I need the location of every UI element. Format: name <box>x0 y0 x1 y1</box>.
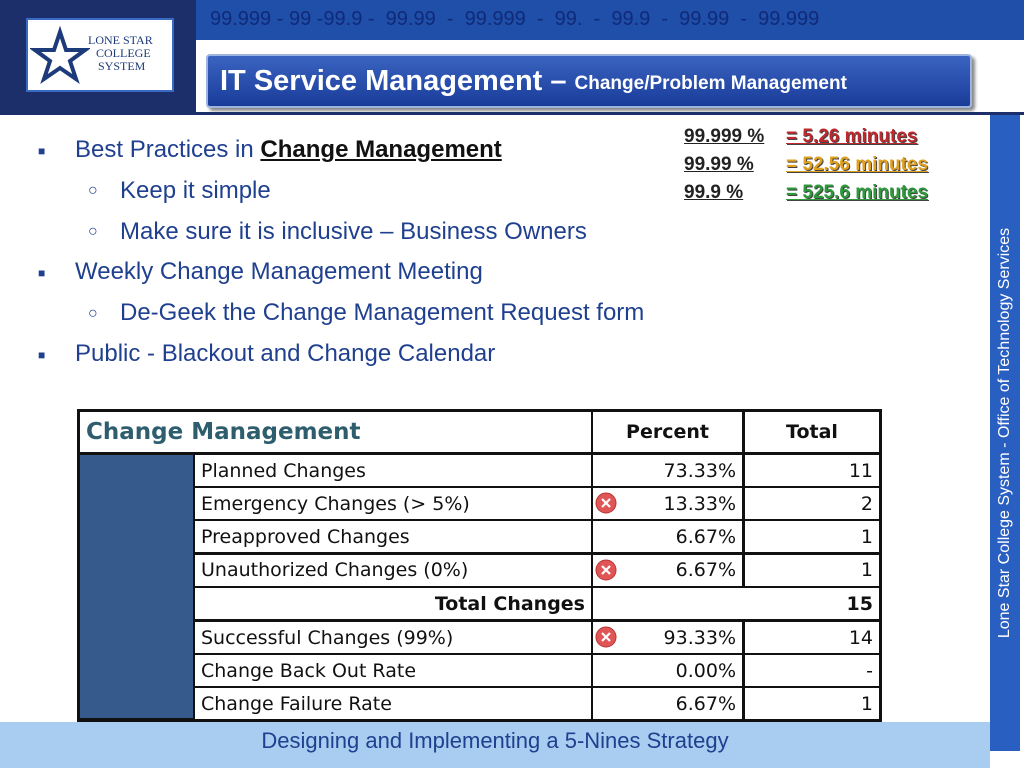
row-percent: 93.33% <box>593 622 742 653</box>
row-total: 1 <box>745 521 879 553</box>
nines-percent: 99.9 % <box>684 182 744 203</box>
nines-minutes: = 52.56 minutes <box>786 154 929 175</box>
bullet-marker: ○ <box>88 182 98 200</box>
logo: Lone Star College System <box>26 18 174 92</box>
nines-minutes: = 5.26 minutes <box>786 126 918 147</box>
ticker: 99.999 - 99 -99.9 - 99.99 - 99.999 - 99.… <box>210 8 820 30</box>
alert-icon <box>595 626 617 648</box>
logo-star <box>30 26 90 85</box>
row-label: Change Back Out Rate <box>195 655 591 687</box>
bullet: ■ Best Practices in Change Management <box>38 136 502 164</box>
logo-line: Lone Star <box>88 33 153 47</box>
row-label: Change Failure Rate <box>195 688 591 720</box>
alert-icon <box>595 559 617 581</box>
row-percent: 0.00% <box>593 655 742 687</box>
nines-percent: 99.999 % <box>684 126 765 147</box>
summary-total: 15 <box>593 588 879 619</box>
row-label: Preapproved Changes <box>195 521 591 553</box>
footer-text: Designing and Implementing a 5-Nines Str… <box>261 728 729 753</box>
bullet-marker: ○ <box>88 223 98 241</box>
row-percent: 6.67% <box>593 521 742 553</box>
sidebar-text: Lone Star College System - Office of Tec… <box>996 227 1013 639</box>
title-box: IT Service Management – Change/Problem M… <box>206 54 972 108</box>
nines-percent: 99.99 % <box>684 154 754 175</box>
row-label: Planned Changes <box>195 455 591 486</box>
bullet-text: De-Geek the Change Management Request fo… <box>120 299 645 327</box>
bullet-text: Make sure it is inclusive – Business Own… <box>120 217 587 245</box>
row-label: Unauthorized Changes (0%) <box>195 554 591 586</box>
row-total: 1 <box>745 688 879 720</box>
row-percent: 6.67% <box>593 688 742 720</box>
bullet-text: Public - Blackout and Change Calendar <box>75 340 496 367</box>
row-total: 2 <box>745 488 879 520</box>
bullet: ○ Make sure it is inclusive – Business Ow… <box>88 218 587 246</box>
header-rule <box>0 112 1024 115</box>
table-header: Percent <box>593 412 742 452</box>
sidebar: Lone Star College System - Office of Tec… <box>990 115 1020 751</box>
bullet-marker: ■ <box>38 266 46 281</box>
logo-line: College <box>96 46 151 60</box>
top-strip <box>196 0 1024 40</box>
subtitle: Change/Problem Management <box>574 73 847 94</box>
bullet: ○ De-Geek the Change Management Request f… <box>88 299 644 327</box>
summary-label: Total Changes <box>195 588 591 619</box>
nines-minutes: = 525.6 minutes <box>786 182 929 203</box>
alert-icon <box>595 492 617 514</box>
row-total: 1 <box>745 554 879 586</box>
row-label: Successful Changes (99%) <box>195 622 591 653</box>
footer-band: Designing and Implementing a 5-Nines Str… <box>0 722 990 768</box>
row-percent: 13.33% <box>593 488 742 520</box>
bullet: ■ Weekly Change Management Meeting <box>38 258 483 286</box>
bullet-marker: ■ <box>38 347 46 362</box>
row-total: 14 <box>745 622 879 653</box>
row-percent: 73.33% <box>593 455 742 486</box>
bullet-marker: ○ <box>88 304 98 322</box>
row-total: 11 <box>745 455 879 486</box>
bullet: ■ Public - Blackout and Change Calendar <box>38 340 495 368</box>
bullet-text: Keep it simple <box>120 176 271 204</box>
bullet-marker: ■ <box>38 143 46 158</box>
bullet-emphasis: Change Management <box>260 136 502 163</box>
title: IT Service Management – <box>220 64 567 97</box>
bullet: ○ Keep it simple <box>88 177 271 205</box>
table-title: Change Management <box>80 412 591 452</box>
logo-text: Lone Star College System <box>88 34 153 73</box>
row-label: Emergency Changes (> 5%) <box>195 488 591 520</box>
table-header: Total <box>745 412 879 452</box>
row-total: - <box>745 655 879 687</box>
bullet-text: Weekly Change Management Meeting <box>75 258 483 286</box>
row-percent: 6.67% <box>593 554 742 586</box>
bullet-text: Best Practices in <box>75 136 261 163</box>
table-side-block <box>80 455 193 718</box>
logo-line: System <box>98 59 146 73</box>
